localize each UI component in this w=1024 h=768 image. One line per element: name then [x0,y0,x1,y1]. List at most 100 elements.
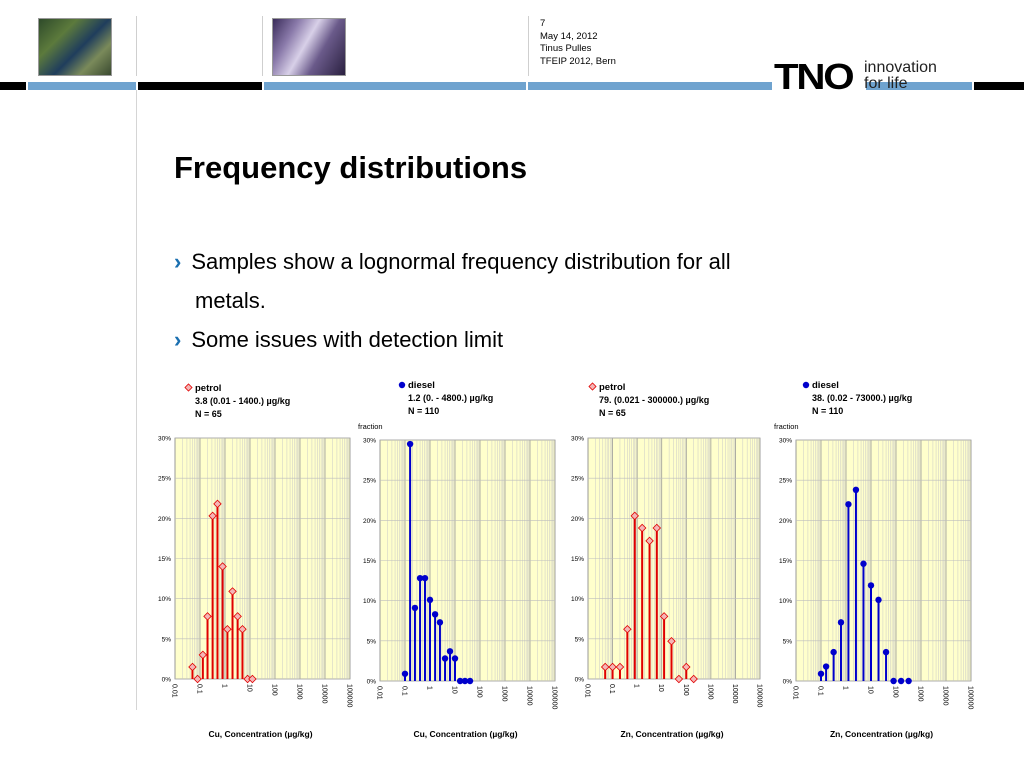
chart-zn-diesel: 0% 5% 10% 15% 20% 25% 30% 0.01 0.1 1 10 100 1000 1000… [772,378,982,753]
x-tick-label: 0.1 [401,686,408,696]
header-bar-black-right [974,82,1024,90]
data-point [608,662,617,672]
data-point [238,624,247,634]
data-point [637,523,647,533]
x-tick-label: 10 [657,684,664,692]
data-point [213,499,222,509]
y-tick-label: 10% [363,598,376,605]
chart-cu-petrol: 0% 5% 10% 15% 20% 25% 30% 0.01 0.1 1 10 100 1000 1000… [150,378,360,753]
bullet-text: Samples show a lognormal frequency distr… [191,249,731,274]
data-point [645,536,654,546]
x-tick-label: 100 [682,684,689,696]
x-tick-label: 10000 [942,686,949,706]
header-bar-blue [264,82,526,90]
x-tick-label: 0.01 [584,684,591,698]
data-point [652,523,662,533]
data-point [890,677,897,685]
x-tick-label: 0.1 [817,686,824,696]
data-point [243,674,252,684]
slide-meta: 7 May 14, 2012 Tinus Pulles TFEIP 2012, … [540,18,616,68]
slide-author: Tinus Pulles [540,43,592,54]
page-title: Frequency distributions [174,150,528,185]
data-point [817,670,825,677]
legend-title: diesel [812,380,839,391]
legend-range: 79. (0.021 - 300000.) µg/kg [599,395,709,405]
x-tick-label: 100000 [967,686,974,709]
data-point [223,624,232,634]
data-point [198,650,208,660]
tno-tagline: innovation for life [864,60,937,92]
y-tick-label: 20% [158,516,171,523]
y-tick-label: 0% [575,677,585,684]
x-tick-label: 10000 [321,684,328,704]
chart-svg: 0% 5% 10% 15% 20% 25% 30% 0.01 0.1 1 10 100 1000 1000… [358,380,558,739]
data-point [674,674,684,684]
data-point [659,612,669,621]
bullet-continuation: metals. [195,282,266,320]
data-point [431,611,439,618]
data-point [822,663,830,670]
y-tick-label: 0% [367,679,377,686]
data-point [600,662,610,672]
chart-svg: 0% 5% 10% 15% 20% 25% 30% 0.01 0.1 1 10 100 1000 1000… [571,382,763,739]
data-point [860,560,867,567]
y-tick-label: 20% [363,518,376,525]
y-tick-label: 15% [779,558,792,565]
legend-count: N = 65 [599,408,626,418]
y-tick-label: 0% [162,677,172,684]
chart-cu-diesel: 0% 5% 10% 15% 20% 25% 30% 0.01 0.1 1 10 100 1000 1000… [358,378,570,753]
data-point [837,619,845,626]
y-tick-label: 30% [571,436,584,443]
data-point [466,677,474,685]
legend-title: diesel [408,380,435,391]
x-tick-label: 100 [476,686,483,698]
data-point [689,674,698,684]
x-tick-label: 1000 [501,686,508,702]
legend-range: 3.8 (0.01 - 1400.) µg/kg [195,396,290,406]
chevron-right-icon: › [174,327,182,352]
x-tick-label: 100000 [756,684,763,707]
header-divider [262,16,263,76]
x-tick-label: 100 [271,684,278,696]
y-tick-label: 20% [571,516,584,523]
data-point [203,612,212,621]
y-tick-label: 25% [363,478,376,485]
x-tick-label: 10 [451,686,458,694]
data-point [830,648,837,656]
data-point [852,486,860,494]
data-point [456,677,464,685]
left-margin-line [136,90,137,710]
slide-event: TFEIP 2012, Bern [540,55,616,67]
y-tick-label: 5% [575,636,585,643]
x-tick-label: 100 [892,686,899,698]
y-tick-label: 5% [367,638,377,645]
data-point [446,648,454,655]
y-tick-label: 0% [783,679,793,686]
x-tick-label: 1000 [296,684,303,700]
y-tick-label: 15% [571,556,584,563]
header-photo-abstract [272,18,346,76]
y-tick-label: 5% [783,638,793,645]
data-point [248,674,257,684]
x-tick-label: 1 [842,686,849,690]
x-tick-label: 10000 [526,686,533,706]
bullet-text: Some issues with detection limit [191,327,504,352]
y-tick-label: 30% [158,436,171,443]
x-axis-label: Cu, Concentration (µg/kg) [413,729,517,739]
data-point [461,677,469,685]
data-point [623,624,632,634]
header-bar-blue [528,82,774,90]
legend-count: N = 110 [812,406,843,416]
data-point [421,574,429,582]
header-bar-blue [866,82,972,90]
bullet-item: › Some issues with detection limit [174,321,503,359]
y-axis-label: fraction [774,422,799,431]
data-point [875,596,882,604]
y-tick-label: 25% [158,476,171,483]
y-tick-label: 25% [779,478,792,485]
y-tick-label: 20% [779,518,792,525]
x-tick-label: 1000 [917,686,924,702]
header-bar-blue [28,82,136,90]
data-point [667,637,676,646]
y-tick-label: 10% [779,598,792,605]
